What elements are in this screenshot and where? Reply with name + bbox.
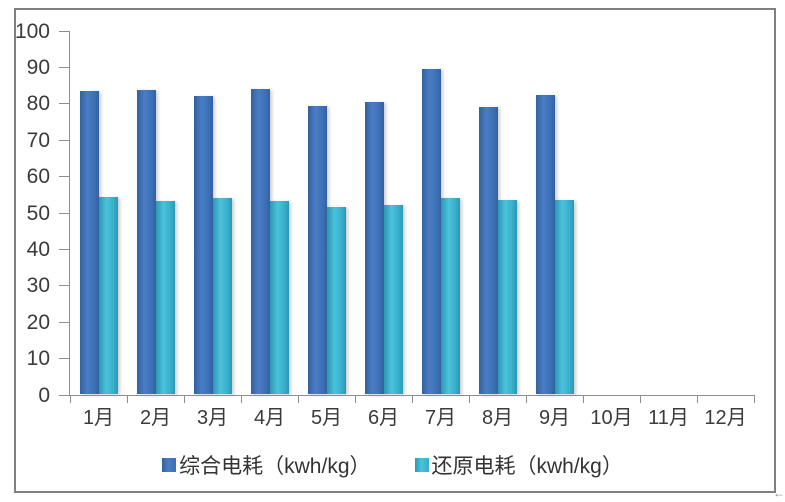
- bar-s1-m6: [364, 101, 384, 395]
- x-axis-tick: [525, 395, 527, 403]
- x-axis-category-label: 10月: [590, 407, 633, 429]
- bar-s2-m7: [440, 197, 460, 395]
- y-axis-tick: [59, 30, 69, 32]
- bar-s1-m2: [136, 89, 156, 395]
- x-axis-category-label: 6月: [367, 407, 400, 429]
- y-axis-tick: [59, 139, 69, 141]
- legend-label-series2: 还原电耗（kwh/kg）: [431, 455, 623, 478]
- y-axis-line: [68, 31, 70, 395]
- x-axis-category-label: 7月: [424, 407, 457, 429]
- x-axis-category-label: 9月: [538, 407, 571, 429]
- bar-s1-m4: [250, 88, 270, 395]
- legend-item-series2: 还原电耗（kwh/kg）: [414, 450, 623, 480]
- x-axis-category-label: 4月: [253, 407, 286, 429]
- y-axis-tick-label: 10: [26, 347, 50, 371]
- y-axis-tick-label: 90: [26, 55, 50, 79]
- x-axis-tick: [69, 395, 71, 403]
- bar-s1-m5: [307, 105, 327, 395]
- x-axis-tick: [354, 395, 356, 403]
- bar-s2-m1: [98, 197, 118, 395]
- y-axis-tick-label: 40: [26, 237, 50, 261]
- y-axis-tick-label: 60: [26, 165, 50, 189]
- x-axis-line: [68, 394, 754, 396]
- y-axis-tick: [59, 176, 69, 178]
- y-axis-tick: [59, 358, 69, 360]
- legend-item-series1: 综合电耗（kwh/kg）: [162, 450, 371, 480]
- bar-s2-m2: [155, 200, 175, 395]
- y-axis-tick: [59, 394, 69, 396]
- x-axis-category-label: 3月: [196, 407, 229, 429]
- y-axis-tick-label: 30: [26, 274, 50, 298]
- bar-s2-m4: [269, 201, 289, 395]
- x-axis-category-label: 12月: [704, 407, 747, 429]
- y-axis-tick-label: 50: [26, 201, 50, 225]
- bar-s2-m9: [554, 199, 574, 395]
- bar-s1-m9: [535, 95, 555, 395]
- x-axis-tick: [126, 395, 128, 403]
- x-axis-tick: [297, 395, 299, 403]
- y-axis-tick: [59, 285, 69, 287]
- x-axis-tick: [411, 395, 413, 403]
- bar-s1-m1: [79, 90, 99, 395]
- bar-s2-m8: [497, 200, 517, 395]
- bar-s1-m7: [421, 68, 441, 395]
- y-axis-tick-label: 100: [14, 19, 50, 43]
- x-axis-tick: [639, 395, 641, 403]
- cursor-artifact-icon: ←: [773, 486, 785, 500]
- bar-s1-m8: [478, 107, 498, 395]
- y-axis-tick: [59, 321, 69, 323]
- bar-s2-m5: [326, 206, 346, 395]
- x-axis-tick: [582, 395, 584, 403]
- legend-label-series1: 综合电耗（kwh/kg）: [179, 455, 371, 478]
- x-axis-category-label: 1月: [82, 407, 115, 429]
- x-axis-category-label: 8月: [481, 407, 514, 429]
- y-axis-tick-label: 70: [26, 128, 50, 152]
- y-axis-tick: [59, 66, 69, 68]
- y-axis-tick-label: 0: [38, 383, 50, 407]
- x-axis-tick: [183, 395, 185, 403]
- x-axis-tick: [468, 395, 470, 403]
- legend-swatch-series1-icon: [162, 458, 177, 472]
- x-axis-category-label: 5月: [310, 407, 343, 429]
- x-axis-tick: [696, 395, 698, 403]
- y-axis-tick: [59, 248, 69, 250]
- y-axis-tick: [59, 103, 69, 105]
- x-axis-tick: [240, 395, 242, 403]
- bar-s2-m3: [212, 198, 232, 395]
- y-axis-tick-label: 80: [26, 92, 50, 116]
- legend-swatch-series2-icon: [414, 458, 429, 472]
- bar-s2-m6: [383, 204, 403, 395]
- legend: 综合电耗（kwh/kg） 还原电耗（kwh/kg）: [0, 449, 785, 481]
- y-axis-tick-label: 20: [26, 310, 50, 334]
- y-axis-tick: [59, 212, 69, 214]
- x-axis-category-label: 11月: [648, 407, 689, 429]
- x-axis-category-label: 2月: [139, 407, 172, 429]
- x-axis-tick: [753, 395, 755, 403]
- bar-s1-m3: [193, 96, 213, 395]
